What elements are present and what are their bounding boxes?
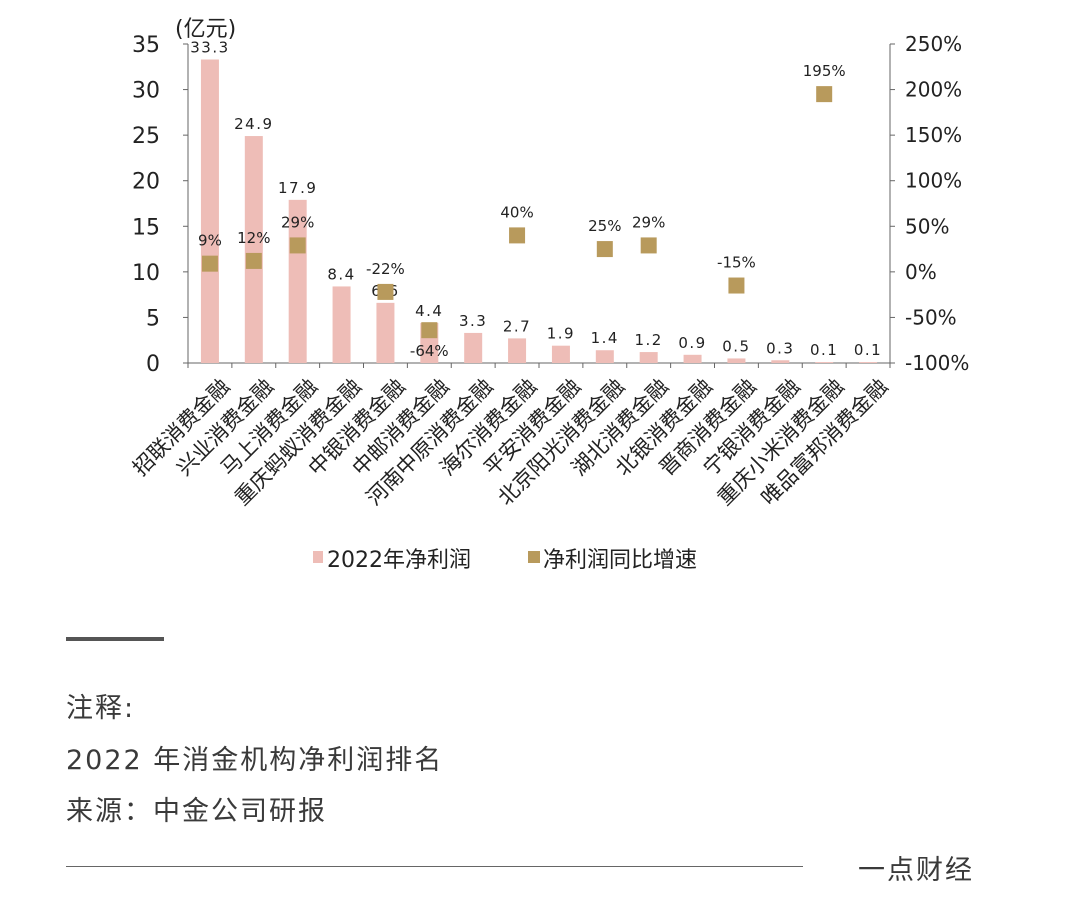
bar: [771, 360, 790, 363]
left-tick-label: 20: [132, 170, 160, 195]
bar: [551, 345, 570, 363]
growth-marker: [816, 86, 833, 103]
growth-value-label: 12%: [237, 229, 270, 247]
bar-value-label: 8.4: [327, 265, 355, 283]
growth-value-label: 25%: [588, 217, 621, 235]
left-tick-label: 15: [132, 215, 160, 240]
right-tick-label: 0%: [905, 260, 937, 284]
legend-swatch-bar: [313, 551, 323, 563]
growth-value-label: 40%: [500, 203, 533, 221]
right-tick-label: 250%: [905, 32, 962, 56]
bar: [508, 338, 527, 363]
bar-value-label: 2.7: [503, 317, 531, 335]
bar: [595, 350, 614, 363]
growth-marker: [596, 241, 613, 258]
bar: [859, 362, 878, 363]
left-tick-label: 0: [146, 352, 160, 377]
bar: [200, 59, 219, 363]
left-tick-label: 10: [132, 261, 160, 286]
right-tick-label: 200%: [905, 78, 962, 102]
growth-value-label: -64%: [410, 342, 449, 360]
bar: [464, 332, 483, 363]
growth-value-label: 29%: [281, 213, 314, 231]
bar: [727, 358, 746, 363]
growth-value-label: -22%: [366, 260, 405, 278]
chart: 0 5 10 15 20 25 30 35 -100% -50% 0% 50% 100% 150% 200%…: [128, 17, 969, 573]
growth-value-label: 29%: [632, 213, 665, 231]
divider-long: [66, 866, 803, 867]
left-tick-label: 30: [132, 79, 160, 104]
bar-value-label: 0.1: [854, 341, 882, 359]
bar-value-label: 33.3: [190, 38, 229, 56]
note-label: 注释:: [66, 693, 136, 724]
bar-value-label: 1.9: [547, 325, 575, 343]
right-tick-label: 100%: [905, 169, 962, 193]
left-tick-label: 35: [132, 33, 160, 58]
left-tick-label: 25: [132, 124, 160, 149]
brand-text: 一点财经: [858, 855, 974, 886]
right-tick-label: -100%: [905, 351, 969, 375]
legend-label-bar: 2022年净利润: [327, 548, 471, 573]
divider-short: [66, 637, 164, 641]
bar-value-label: 3.3: [459, 312, 487, 330]
bar-value-label: 0.9: [678, 334, 706, 352]
growth-value-label: -15%: [717, 254, 756, 272]
growth-value-label: 9%: [198, 232, 222, 250]
bar-value-label: 1.2: [635, 331, 663, 349]
legend-label-growth: 净利润同比增速: [543, 548, 697, 573]
note-line-2: 来源：中金公司研报: [66, 796, 327, 827]
bar-value-label: 1.4: [591, 329, 619, 347]
bar-value-label: 4.4: [415, 302, 443, 320]
bar: [332, 286, 351, 363]
bar-value-label: 0.5: [722, 337, 750, 355]
bar-value-label: 17.9: [278, 179, 317, 197]
bar: [683, 354, 702, 363]
right-tick-label: 50%: [905, 214, 949, 238]
note-line-1: 2022 年消金机构净利润排名: [66, 745, 444, 776]
bar: [376, 302, 395, 363]
growth-marker: [201, 255, 218, 272]
growth-marker: [728, 277, 745, 294]
bar-value-label: 24.9: [234, 115, 273, 133]
growth-marker: [640, 237, 657, 254]
bar-value-label: 0.3: [766, 339, 794, 357]
growth-marker: [421, 322, 438, 339]
growth-marker: [289, 237, 306, 254]
growth-marker: [377, 283, 394, 300]
right-tick-label: -50%: [905, 305, 957, 329]
unit-label: (亿元): [175, 17, 236, 42]
bar: [815, 362, 834, 363]
growth-value-label: 195%: [803, 62, 846, 80]
bar-value-label: 0.1: [810, 341, 838, 359]
bar: [639, 352, 658, 363]
legend-swatch-growth: [528, 551, 540, 563]
left-tick-label: 5: [146, 306, 160, 331]
right-tick-label: 150%: [905, 123, 962, 147]
growth-marker: [509, 227, 526, 244]
bar: [244, 136, 263, 363]
growth-marker: [245, 252, 262, 269]
